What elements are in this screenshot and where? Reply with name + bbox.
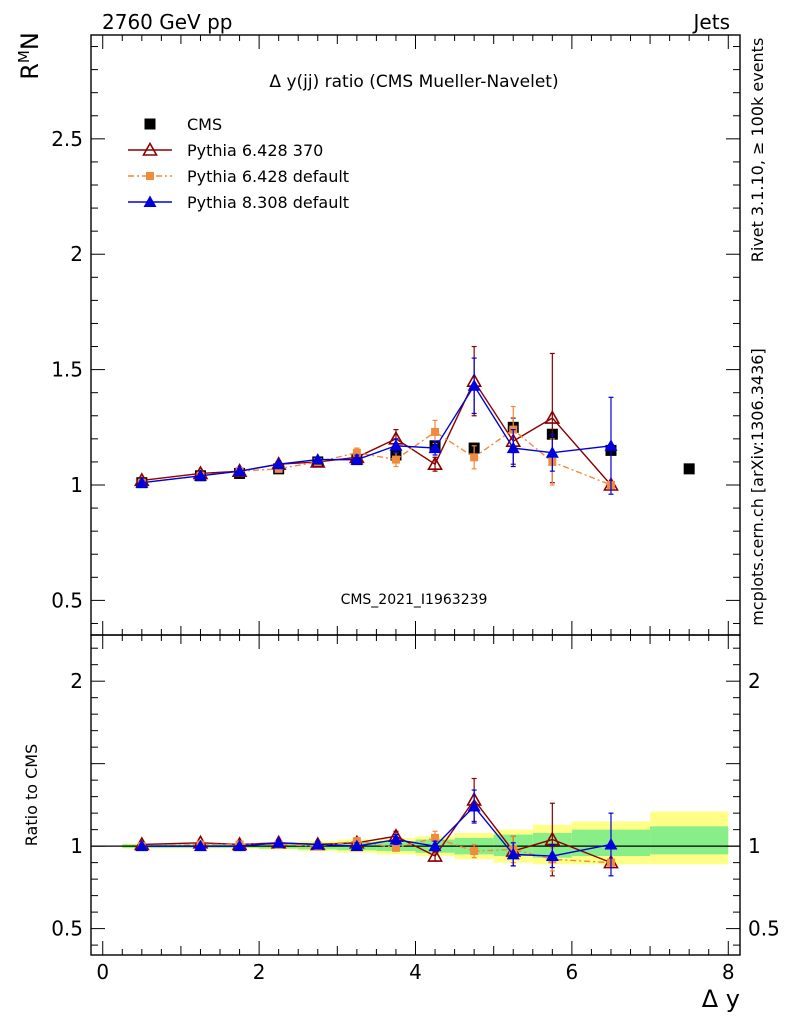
- ratio-y-tick-label-right: 1: [748, 834, 761, 858]
- main-y-tick-label: 1.5: [51, 358, 83, 382]
- pythia-6-428-370-line: [141, 379, 612, 486]
- pythia-6-428-370-point: [427, 456, 443, 471]
- main-y-tick-label: 2.5: [51, 127, 83, 151]
- legend-entry: Pythia 6.428 370: [128, 141, 323, 160]
- pythia-6-428-default-point: [391, 455, 400, 464]
- ratio-x-tick-label: 0: [96, 960, 109, 984]
- pythia-6-428-default-line: [141, 428, 612, 486]
- pythia-8-308-default-point: [545, 446, 559, 458]
- pythia-8-308-default-point: [135, 476, 149, 488]
- ratio-pythia-8-308-default-point: [467, 800, 481, 812]
- ratio-y-tick-label: 2: [70, 669, 83, 693]
- ratio-plot-content: [91, 777, 740, 877]
- ratio-pythia-8-308-default-point: [193, 839, 207, 852]
- ratio-pythia-6-428-370-point: [427, 847, 443, 862]
- pythia-8-308-default-point: [604, 439, 618, 451]
- ratio-pythia-8-308-default-point: [604, 837, 618, 850]
- ratio-pythia-8-308-default-point: [545, 849, 559, 862]
- ratio-pythia-8-308-default-point: [350, 839, 364, 852]
- ratio-y-tick-label-right: 0.5: [748, 917, 780, 941]
- ratio-pythia-6-428-default-line: [141, 837, 612, 864]
- pythia-8-308-default-point: [233, 464, 247, 477]
- energy-label: 2760 GeV pp: [102, 10, 233, 34]
- main-y-tick-label: 1: [70, 473, 83, 497]
- ratio-pythia-8-308-default-point: [311, 837, 325, 850]
- ratio-pythia-6-428-default-point: [470, 847, 479, 856]
- ratio-pythia-8-308-default-point: [233, 839, 247, 852]
- main-y-tick-label: 0.5: [51, 588, 83, 612]
- ratio-pythia-8-308-default-point: [272, 836, 286, 848]
- legend-marker: [143, 195, 157, 207]
- pythia-8-308-default-point: [311, 453, 325, 465]
- legend-entry: CMS: [144, 115, 222, 134]
- ratio-pythia-8-308-default-line: [141, 805, 612, 857]
- legend-marker: [142, 141, 158, 156]
- ratio-pythia-8-308-default-point: [135, 839, 149, 852]
- pythia-8-308-default-point: [272, 457, 286, 470]
- ratio-x-tick-label: 8: [722, 960, 735, 984]
- pythia-6-428-default-point: [470, 453, 479, 462]
- analysis-id-watermark: CMS_2021_I1963239: [341, 592, 488, 608]
- ratio-panel-frame: [90, 634, 741, 956]
- pythia-8-308-default-point: [428, 441, 442, 454]
- ratio-pythia-6-428-default-point: [431, 833, 440, 842]
- ratio-pythia-6-428-370-line: [141, 798, 612, 864]
- ratio-y-tick-label-right: 2: [748, 669, 761, 693]
- legend-label: Pythia 8.308 default: [187, 193, 349, 212]
- legend-label: Pythia 6.428 370: [187, 141, 323, 160]
- main-axis-ticks: 0.5 1 1.5 2 2.5: [51, 35, 740, 635]
- ratio-axis-ticks: 0.5 1 2 0.5 1 2 0 2 4 6 8: [51, 635, 780, 984]
- pythia-6-428-default-point: [431, 427, 440, 436]
- ratio-pythia-6-428-default-point: [391, 843, 400, 852]
- process-label: Jets: [692, 10, 730, 34]
- pythia-8-308-default-point: [350, 453, 364, 465]
- ratio-x-tick-label: 6: [566, 960, 579, 984]
- pythia-8-308-default-point: [506, 441, 520, 454]
- ratio-panel: 0.5 1 2 0.5 1 2 0 2 4 6 8 Ratio to CMS Δ y: [22, 634, 780, 1013]
- main-title: Δ y(jj) ratio (CMS Mueller-Navelet): [269, 72, 558, 92]
- pythia-8-308-default-series: [135, 357, 618, 495]
- ratio-inner-band: [650, 826, 729, 855]
- pythia-6-428-default-point: [352, 448, 361, 457]
- ratio-x-tick-label: 2: [253, 960, 266, 984]
- ratio-y-axis-label: Ratio to CMS: [22, 744, 41, 846]
- rivet-label: Rivet 3.1.10, ≥ 100k events: [748, 38, 767, 263]
- ratio-pythia-8-308-default-point: [389, 833, 403, 845]
- legend-label: CMS: [187, 115, 222, 134]
- ratio-y-tick-label: 0.5: [51, 917, 83, 941]
- legend-entry: Pythia 8.308 default: [128, 193, 349, 212]
- ratio-x-tick-label: 4: [409, 960, 422, 984]
- legend-entry: Pythia 6.428 default: [128, 167, 349, 186]
- legend-marker: [144, 118, 156, 130]
- main-panel: 0.5 1 1.5 2 2.5 Δ y(jj) ratio (CMS Mueller-N…: [15, 32, 741, 636]
- ratio-pythia-8-308-default-series: [135, 789, 618, 877]
- pythia-8-308-default-line: [141, 384, 612, 484]
- pythia-8-308-default-point: [193, 469, 207, 481]
- ratio-pythia-8-308-default-point: [428, 839, 442, 852]
- pythia-8-308-default-point: [389, 439, 403, 451]
- ratio-pythia-8-308-default-point: [506, 847, 520, 860]
- pythia-6-428-370-point: [544, 409, 561, 424]
- main-plot-content: [133, 345, 695, 495]
- mcplots-label: mcplots.cern.ch [arXiv:1306.3436]: [748, 348, 767, 625]
- x-axis-label: Δ y: [702, 985, 740, 1013]
- main-y-axis-label: RMN: [15, 32, 44, 80]
- cms-point: [683, 463, 695, 475]
- ratio-y-tick-label: 1: [70, 834, 83, 858]
- pythia-6-428-370-series: [133, 345, 619, 491]
- pythia-8-308-default-point: [467, 379, 481, 391]
- legend: CMS Pythia 6.428 370 Pythia 6.428 default P…: [128, 115, 349, 212]
- legend-label: Pythia 6.428 default: [187, 167, 349, 186]
- legend-marker: [146, 172, 154, 180]
- main-y-tick-label: 2: [70, 242, 83, 266]
